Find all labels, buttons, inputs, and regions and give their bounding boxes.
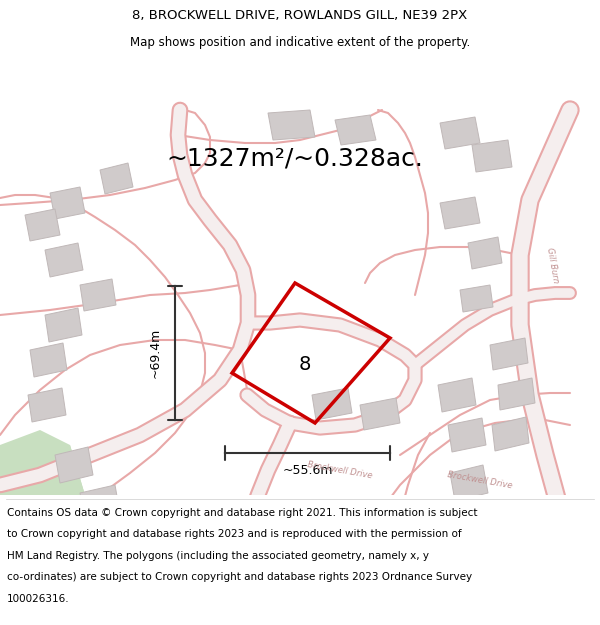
Text: Contains OS data © Crown copyright and database right 2021. This information is : Contains OS data © Crown copyright and d… [7,508,478,518]
Text: ~69.4m: ~69.4m [149,328,161,378]
Polygon shape [268,110,315,140]
Text: Map shows position and indicative extent of the property.: Map shows position and indicative extent… [130,36,470,49]
Polygon shape [472,140,512,172]
Polygon shape [335,115,376,145]
Polygon shape [492,417,529,451]
Polygon shape [440,117,480,149]
Polygon shape [55,447,93,483]
Text: ~1327m²/~0.328ac.: ~1327m²/~0.328ac. [167,146,424,170]
Polygon shape [468,237,502,269]
Polygon shape [45,308,82,342]
Text: Brockwell Drive: Brockwell Drive [307,460,373,480]
Text: ~55.6m: ~55.6m [282,464,333,478]
Polygon shape [490,338,528,370]
Text: to Crown copyright and database rights 2023 and is reproduced with the permissio: to Crown copyright and database rights 2… [7,529,462,539]
Polygon shape [30,343,67,377]
Polygon shape [360,398,400,430]
Polygon shape [128,505,167,541]
Polygon shape [498,378,535,410]
Polygon shape [80,279,116,311]
Polygon shape [440,197,480,229]
Text: 100026316.: 100026316. [7,594,70,604]
Polygon shape [450,465,488,501]
Polygon shape [0,445,85,495]
Polygon shape [50,187,85,219]
Text: Gill Burn: Gill Burn [545,246,560,284]
Polygon shape [460,285,493,312]
Polygon shape [438,378,476,412]
Polygon shape [25,209,60,241]
Polygon shape [80,485,120,521]
Text: Brockwell Drive: Brockwell Drive [447,470,513,490]
Polygon shape [0,430,85,495]
Text: 8: 8 [299,356,311,374]
Polygon shape [45,243,83,277]
Polygon shape [100,163,133,194]
Polygon shape [448,418,486,452]
Text: co-ordinates) are subject to Crown copyright and database rights 2023 Ordnance S: co-ordinates) are subject to Crown copyr… [7,572,472,582]
Text: 8, BROCKWELL DRIVE, ROWLANDS GILL, NE39 2PX: 8, BROCKWELL DRIVE, ROWLANDS GILL, NE39 … [133,9,467,22]
Polygon shape [312,388,352,420]
Polygon shape [28,388,66,422]
Text: HM Land Registry. The polygons (including the associated geometry, namely x, y: HM Land Registry. The polygons (includin… [7,551,429,561]
